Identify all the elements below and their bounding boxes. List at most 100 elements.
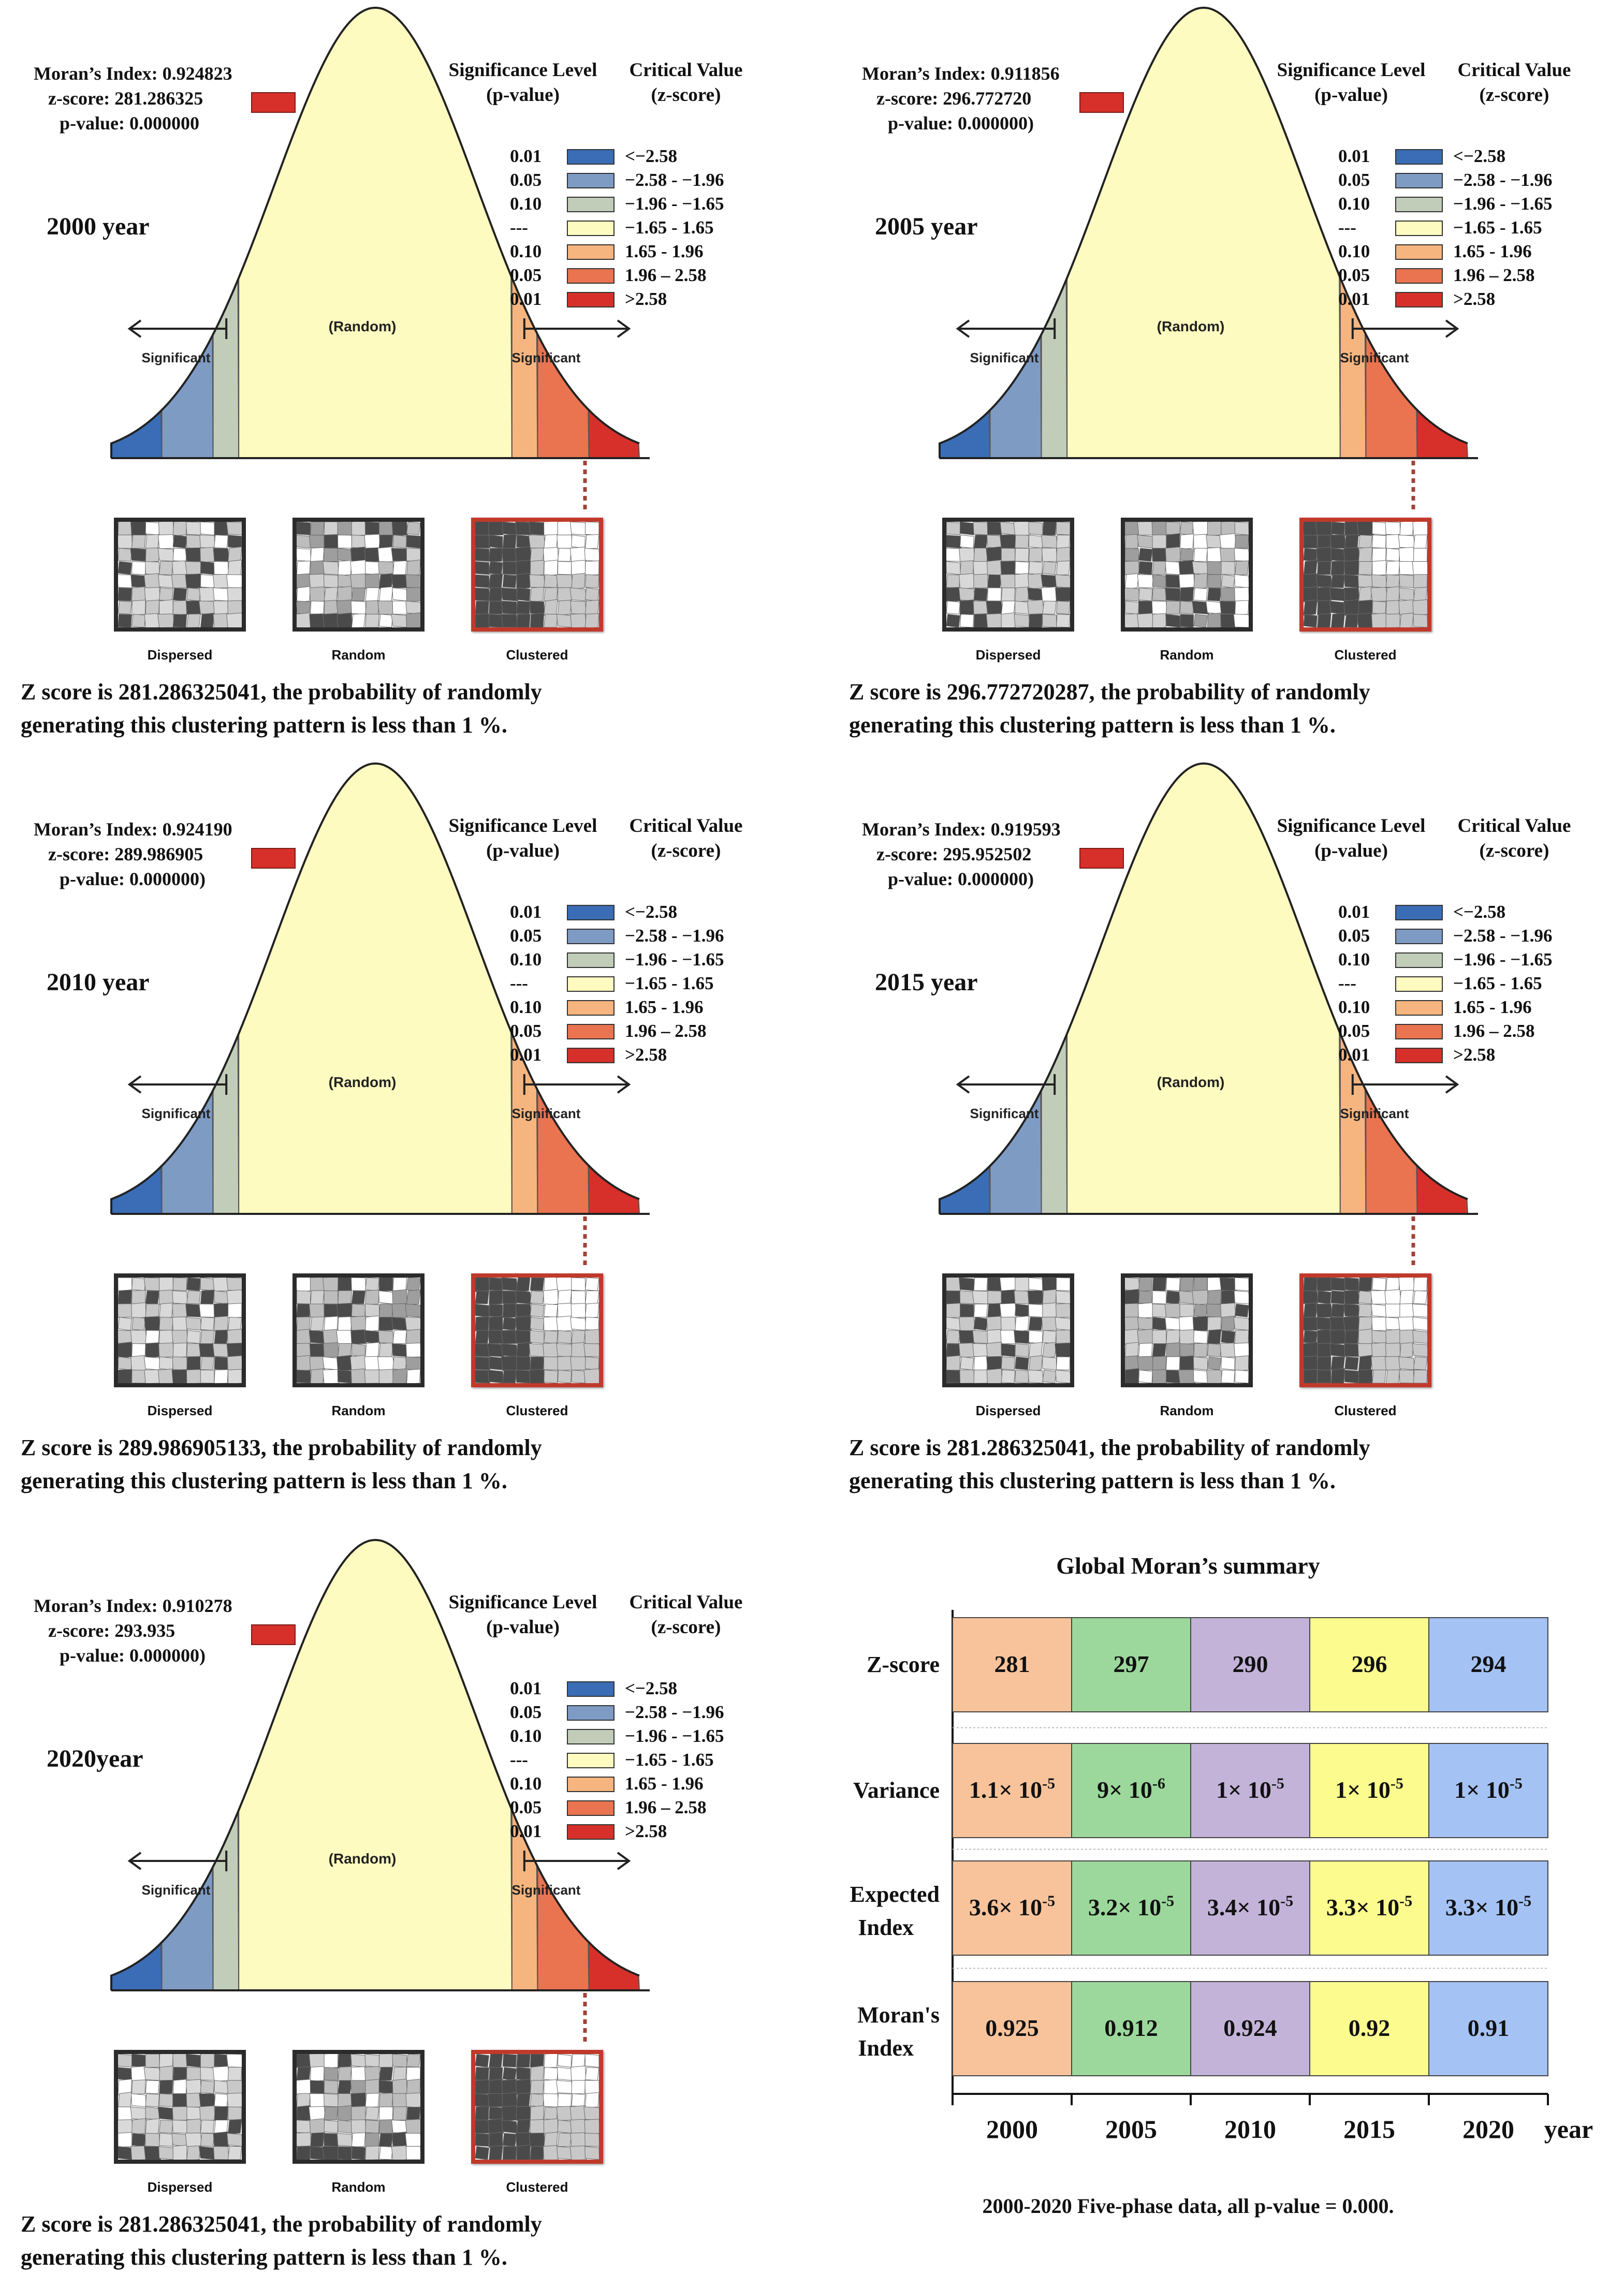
- random-label: (Random): [1157, 1074, 1225, 1090]
- legend-swatch: [1395, 221, 1443, 236]
- summary-cell-mantissa: 0.912: [1104, 2015, 1158, 2041]
- significant-left-label: Significant: [970, 1106, 1039, 1121]
- summary-cell: [1428, 1981, 1548, 2076]
- summary-cell: [1190, 1981, 1310, 2076]
- legend-zrange: −2.58 - −1.96: [625, 1702, 724, 1722]
- legend-pvalue: 0.01: [510, 289, 542, 309]
- global-moran-summary: Global Moran’s summary Z-score 281 297 290 29…: [808, 1532, 1624, 2279]
- legend-swatch: [567, 197, 615, 212]
- summary-cell: [1309, 1743, 1429, 1838]
- legend-zrange: >2.58: [625, 1045, 667, 1065]
- panel-2015: (Random) Significant Significant Moran’s In…: [849, 756, 1624, 1512]
- legend-pvalue: 0.01: [510, 902, 542, 922]
- clustered-map: [471, 518, 603, 632]
- p-value: p-value: 0.000000): [888, 113, 1034, 134]
- summary-cell-exponent: -5: [1510, 1775, 1523, 1792]
- sig-header-line1: Significance Level: [1277, 60, 1426, 81]
- zscore-summary: Z score is 296.772720287, the probabilit…: [849, 676, 1370, 742]
- left-arrowhead: [956, 1075, 970, 1094]
- sig-header-line1: Significance Level: [448, 60, 597, 81]
- random-map: [292, 2050, 425, 2164]
- legend-swatch: [1395, 292, 1443, 307]
- random-map-label: Random: [1160, 1403, 1214, 1418]
- summary-cell-mantissa: 294: [1471, 1651, 1506, 1677]
- legend-zrange: −1.65 - 1.65: [625, 1750, 714, 1770]
- critical-value-header: Critical Value (z-score): [619, 1590, 753, 1640]
- summary-cell-value: 297: [1114, 1651, 1149, 1677]
- legend-pvalue: 0.01: [1338, 902, 1370, 922]
- normal-curve-outline: [939, 7, 1468, 458]
- summary-row-label-line1: Expected: [850, 1882, 940, 1907]
- random-map: [292, 518, 425, 632]
- legend-swatch: [567, 1024, 615, 1039]
- panel-2005: (Random) Significant Significant Moran’s In…: [849, 0, 1624, 756]
- normal-curve-outline: [110, 762, 640, 1214]
- legend-pvalue: ---: [510, 217, 528, 238]
- year-label: 2005 year: [875, 213, 978, 240]
- summary-x-label: 2015: [1343, 2115, 1395, 2144]
- legend-pvalue: 0.05: [1338, 926, 1370, 946]
- moran-stats: Moran’s Index: 0.911856 z-score: 296.7727…: [862, 61, 1060, 136]
- summary-cell-value: 290: [1233, 1651, 1268, 1677]
- legend-zrange: >2.58: [1453, 1045, 1496, 1065]
- z-score: z-score: 295.952502: [876, 844, 1032, 864]
- summary-cell-mantissa: 0.91: [1468, 2015, 1510, 2041]
- dispersed-map: [942, 518, 1074, 632]
- legend-swatch: [567, 905, 615, 920]
- normal-curve-outline: [939, 762, 1468, 1214]
- zscore-summary: Z score is 281.286325041, the probabilit…: [21, 676, 542, 742]
- legend-pvalue: 0.05: [1338, 170, 1370, 190]
- legend-zrange: −1.65 - 1.65: [625, 973, 714, 993]
- legend-swatch: [567, 929, 615, 944]
- legend-pvalue: 0.05: [510, 265, 542, 285]
- clustered-map-label: Clustered: [506, 2179, 568, 2195]
- legend-zrange: 1.65 - 1.96: [1453, 997, 1532, 1017]
- clustered-map: [1299, 518, 1431, 632]
- zscore-summary-line2: generating this clustering pattern is le…: [849, 1468, 1336, 1493]
- legend-pvalue: 0.01: [1338, 1045, 1370, 1065]
- significant-left-label: Significant: [142, 1882, 211, 1898]
- legend-swatch: [567, 1824, 615, 1840]
- legend-zrange: <−2.58: [625, 902, 678, 922]
- legend-pvalue: 0.10: [510, 241, 542, 261]
- legend-zrange: −2.58 - −1.96: [625, 926, 724, 946]
- normal-curve-outline: [110, 7, 640, 458]
- legend-pvalue: ---: [1338, 973, 1356, 993]
- year-label: 2000 year: [47, 213, 150, 240]
- legend-pvalue: ---: [1338, 217, 1356, 238]
- significant-left-label: Significant: [142, 1106, 211, 1121]
- crit-header-line2: (z-score): [1479, 84, 1549, 106]
- moran-stats: Moran’s Index: 0.919593 z-score: 295.9525…: [862, 817, 1061, 891]
- summary-cell-value: 0.92: [1349, 2015, 1391, 2041]
- dispersed-map-label: Dispersed: [975, 647, 1041, 663]
- right-arrowhead: [617, 319, 631, 338]
- clustered-map-pattern: [473, 521, 600, 629]
- left-arrowhead: [127, 319, 142, 338]
- legend-swatch: [567, 1000, 615, 1016]
- legend-zrange: −1.96 - −1.65: [1453, 949, 1553, 970]
- random-map-label: Random: [331, 647, 386, 663]
- moran-stats: Moran’s Index: 0.924823 z-score: 281.2863…: [34, 61, 232, 136]
- random-map: [292, 1273, 425, 1387]
- legend-swatch: [567, 244, 615, 260]
- summary-cell-mantissa: 290: [1233, 1651, 1268, 1677]
- normal-distribution-curve: (Random) Significant Significant: [939, 762, 1478, 1268]
- zscore-summary-line2: generating this clustering pattern is le…: [849, 712, 1336, 738]
- summary-x-unit: year: [1544, 2115, 1593, 2144]
- dispersed-map-label: Dispersed: [147, 647, 213, 663]
- summary-cell-mantissa: 1× 10: [1335, 1777, 1391, 1803]
- legend-pvalue: 0.05: [1338, 1021, 1370, 1041]
- random-label: (Random): [329, 318, 397, 334]
- panel-2020: (Random) Significant Significant Moran’s In…: [21, 1532, 818, 2288]
- normal-distribution-curve: (Random) Significant Significant: [110, 1539, 650, 2045]
- z-score: z-score: 296.772720: [876, 88, 1032, 109]
- summary-cell-value: 3.3× 10-5: [1326, 1893, 1412, 1920]
- moran-stats: Moran’s Index: 0.924190 z-score: 289.9869…: [34, 817, 232, 891]
- legend-swatch: [567, 976, 615, 992]
- legend-zrange: 1.96 – 2.58: [625, 1021, 707, 1041]
- significant-left-label: Significant: [142, 350, 211, 365]
- summary-cell-mantissa: 3.3× 10: [1326, 1894, 1399, 1920]
- moran-index: Moran’s Index: 0.911856: [862, 63, 1060, 84]
- summary-cell-mantissa: 1× 10: [1216, 1777, 1271, 1803]
- legend-swatch: [1395, 268, 1443, 284]
